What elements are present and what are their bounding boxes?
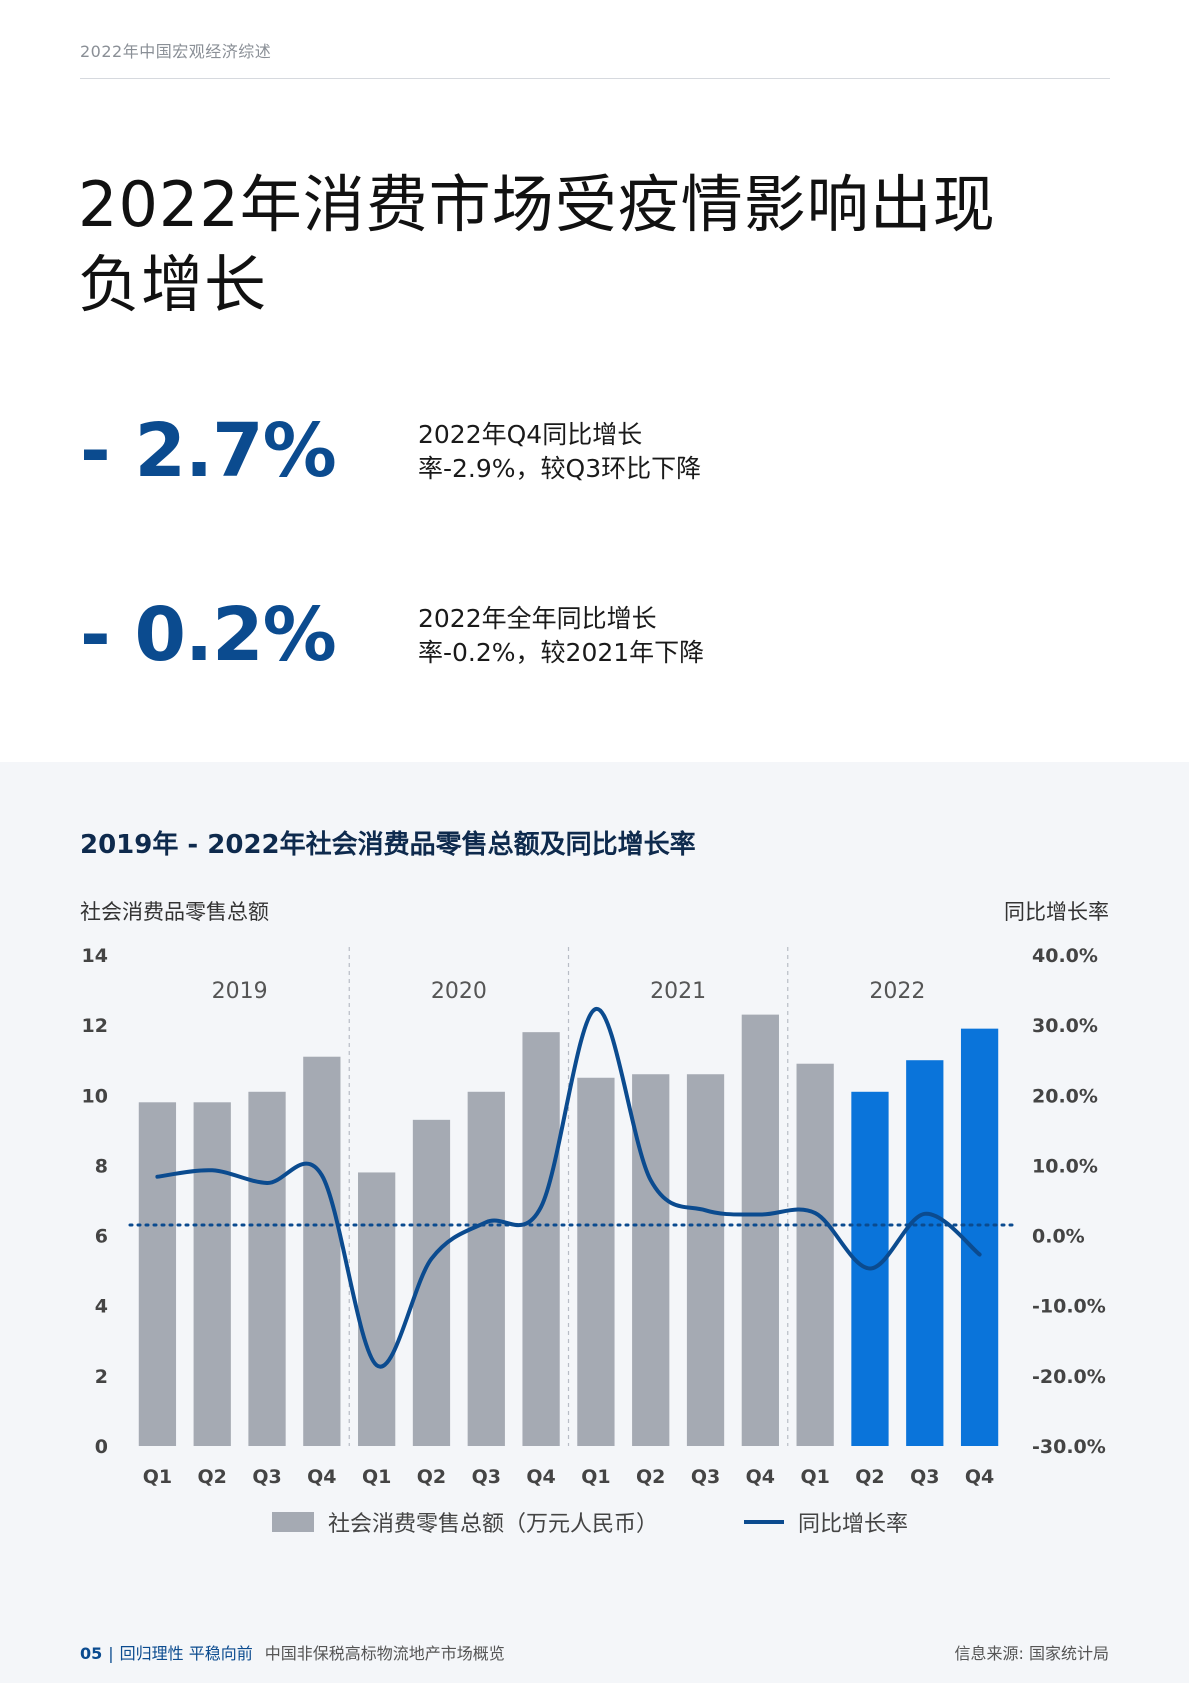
bar	[741, 1014, 779, 1446]
growth-rate-line	[155, 1007, 982, 1369]
x-tick-label: Q2	[636, 1466, 665, 1488]
x-tick-label: Q1	[362, 1466, 391, 1488]
x-tick-label: Q2	[855, 1466, 884, 1488]
bar	[193, 1102, 231, 1446]
x-tick-label: Q3	[910, 1466, 939, 1488]
year-label: 2021	[650, 979, 706, 1004]
stat-annual-description: 2022年全年同比增长率-0.2%，较2021年下降	[418, 604, 705, 667]
year-label: 2020	[431, 979, 487, 1004]
page-footer: 05 | 回归理性 平稳向前 中国非保税高标物流地产市场概览 信息来源: 国家统计局	[80, 1640, 1109, 1664]
legend-line-swatch	[744, 1520, 784, 1524]
page-title: 2022年消费市场受疫情影响出现负增长	[78, 168, 996, 321]
bar	[248, 1091, 286, 1446]
x-tick-label: Q4	[746, 1466, 775, 1488]
x-tick-label: Q3	[252, 1466, 281, 1488]
year-label: 2022	[869, 979, 925, 1004]
bar	[796, 1063, 834, 1446]
bar	[632, 1074, 670, 1446]
chart-panel: 2019年 - 2022年社会消费品零售总额及同比增长率 社会消费品零售总额 同…	[0, 762, 1189, 1683]
y-tick-label: 2	[95, 1366, 108, 1388]
chart-title: 2019年 - 2022年社会消费品零售总额及同比增长率	[80, 830, 696, 860]
bar	[138, 1102, 177, 1446]
y-tick-label: 14	[82, 945, 108, 967]
y-tick-label: 6	[95, 1226, 108, 1248]
y2-tick-label: -30.0%	[1032, 1436, 1106, 1458]
x-tick-label: Q1	[143, 1466, 172, 1488]
footer-separator: |	[108, 1644, 114, 1663]
x-tick-label: Q1	[581, 1466, 610, 1488]
legend-bar-swatch	[272, 1512, 314, 1532]
x-tick-label: Q3	[472, 1466, 501, 1488]
legend-line-label: 同比增长率	[798, 1512, 909, 1537]
bar	[358, 1172, 396, 1446]
year-label: 2019	[212, 979, 268, 1004]
bar	[960, 1028, 999, 1446]
legend-bar-label: 社会消费零售总额（万元人民币）	[328, 1512, 659, 1537]
footer-document-name: 中国非保税高标物流地产市场概览	[264, 1644, 505, 1663]
stat-annual-value: - 0.2%	[80, 592, 337, 678]
bar	[467, 1091, 505, 1446]
footer-source: 信息来源: 国家统计局	[954, 1644, 1109, 1663]
footer-page-number: 05	[80, 1644, 103, 1663]
x-tick-label: Q4	[965, 1466, 994, 1488]
y-tick-label: 10	[82, 1085, 108, 1107]
y-tick-label: 4	[95, 1296, 108, 1318]
y2-tick-label: 10.0%	[1032, 1155, 1098, 1177]
header-divider	[80, 78, 1110, 79]
stat-q4-value: - 2.7%	[80, 408, 337, 494]
bar	[906, 1060, 944, 1446]
x-tick-label: Q3	[691, 1466, 720, 1488]
y-axis-title-right: 同比增长率	[1004, 900, 1109, 924]
y2-tick-label: -20.0%	[1032, 1366, 1106, 1388]
x-tick-label: Q2	[417, 1466, 446, 1488]
bar	[686, 1074, 725, 1446]
stat-q4-description: 2022年Q4同比增长率-2.9%，较Q3环比下降	[418, 420, 702, 483]
y-tick-label: 12	[82, 1015, 108, 1037]
bar	[522, 1032, 560, 1446]
y-axis-title-left: 社会消费品零售总额	[80, 900, 269, 924]
combo-chart: 2019 2020 2021 2022 0 2 4 6 8 10 12 14 -30.0% -20.0% -…	[82, 945, 1106, 1488]
y-tick-label: 8	[95, 1155, 108, 1177]
x-tick-label: Q4	[307, 1466, 336, 1488]
x-tick-label: Q1	[800, 1466, 829, 1488]
bar	[303, 1056, 341, 1446]
y-tick-label: 0	[95, 1436, 108, 1458]
y2-tick-label: 0.0%	[1032, 1226, 1085, 1248]
chart-legend: 社会消费零售总额（万元人民币） 同比增长率	[0, 1502, 1189, 1542]
y2-tick-label: 20.0%	[1032, 1085, 1098, 1107]
running-header: 2022年中国宏观经济综述	[80, 42, 272, 61]
footer-section-name: 回归理性 平稳向前	[119, 1644, 253, 1663]
y2-tick-label: -10.0%	[1032, 1296, 1106, 1318]
x-tick-label: Q4	[526, 1466, 555, 1488]
x-tick-label: Q2	[198, 1466, 227, 1488]
y2-tick-label: 30.0%	[1032, 1015, 1098, 1037]
bar	[577, 1077, 615, 1446]
y2-tick-label: 40.0%	[1032, 945, 1098, 967]
